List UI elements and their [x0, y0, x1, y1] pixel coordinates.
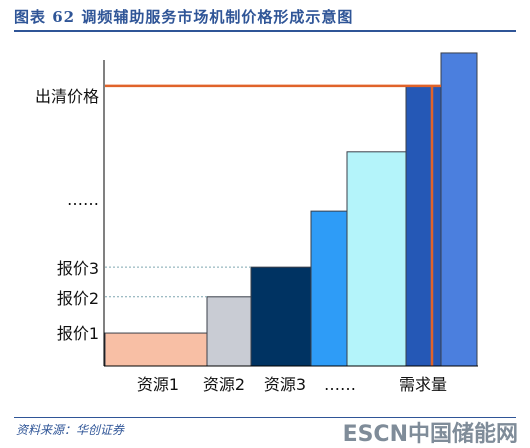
y-tick-label-2: 报价2: [57, 289, 99, 308]
y-tick-label-3: 报价3: [57, 259, 99, 278]
x-tick-label-2: 资源2: [203, 375, 245, 394]
source-note: 资料来源：华创证券: [16, 423, 125, 437]
y-tick-label-1: 报价1: [57, 324, 99, 343]
reference-lines-group: [105, 84, 441, 366]
x-tick-label-4: ……: [324, 375, 356, 394]
bar-2: [206, 296, 252, 367]
bar-4: [310, 210, 348, 367]
y-tick-label-5: 出清价格: [35, 87, 99, 106]
watermark: ESCN中国储能网: [342, 422, 518, 447]
bars-group: [104, 52, 478, 367]
bar-6: [405, 85, 442, 367]
y-tick-label-4: ……: [67, 190, 99, 209]
bar-5: [346, 151, 407, 367]
x-tick-labels: 资源1 资源2 资源3 …… 需求量: [137, 375, 447, 394]
title-rule: [14, 30, 516, 32]
footer-rule: [14, 417, 516, 418]
x-tick-label-1: 资源1: [137, 375, 179, 394]
y-tick-labels: 报价1 报价2 报价3 …… 出清价格: [35, 87, 99, 343]
bar-3: [250, 266, 312, 367]
figure-title: 图表 62 调频辅助服务市场机制价格形成示意图: [14, 8, 354, 26]
bar-1: [104, 332, 208, 367]
bar-7: [440, 52, 478, 367]
x-tick-label-5: 需求量: [399, 375, 447, 394]
x-tick-label-3: 资源3: [264, 375, 306, 394]
